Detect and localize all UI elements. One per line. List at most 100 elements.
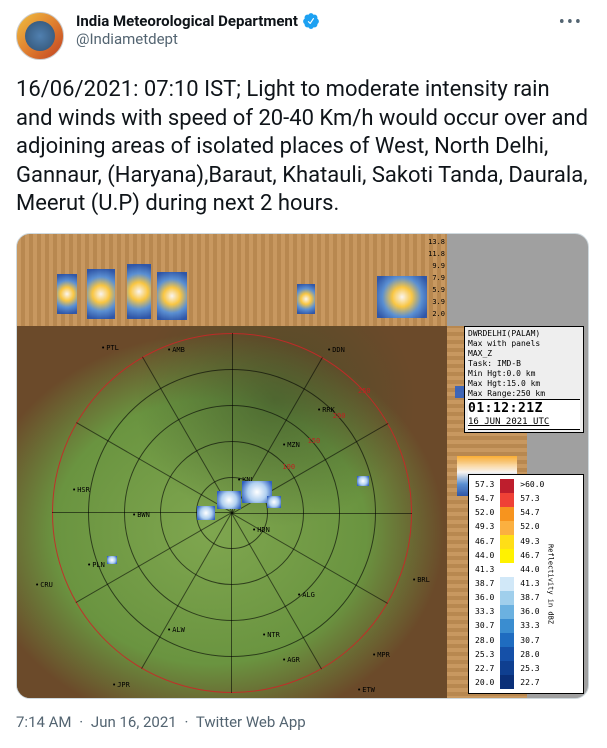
station-marker: BWN	[132, 511, 150, 519]
more-options-button[interactable]: •••	[551, 12, 591, 33]
legend-color-swatch	[500, 661, 514, 675]
station-marker: JPR	[112, 681, 130, 689]
radial-line	[232, 513, 412, 514]
legend-color-swatch	[500, 619, 514, 633]
legend-right-value: 52.0	[520, 521, 544, 533]
legend-right-value: 28.0	[520, 649, 544, 661]
legend-right-value: 38.7	[520, 592, 544, 604]
top-axis-label: 9.9	[432, 262, 445, 270]
legend-unit: Reflectivity in dBZ	[546, 479, 554, 689]
station-marker: BRL	[412, 576, 430, 584]
legend-right-value: 54.7	[520, 507, 544, 519]
radial-line	[232, 333, 233, 513]
legend-right-value: 41.3	[520, 578, 544, 590]
author-handle[interactable]: @Indiametdept	[76, 30, 551, 48]
legend-left-value: 36.0	[475, 592, 494, 604]
legend-left-value: 54.7	[475, 493, 494, 505]
legend-right-value: 25.3	[520, 663, 544, 675]
legend-left-value: 57.3	[475, 479, 494, 491]
radial-line	[231, 513, 232, 693]
avatar[interactable]	[16, 12, 64, 60]
legend-right-value: 22.7	[520, 677, 544, 689]
station-marker: RRK	[317, 406, 335, 414]
author-block: India Meteorological Department @Indiame…	[76, 12, 551, 48]
legend-color-swatch	[500, 647, 514, 661]
info-date: 16 JUN 2021 UTC	[468, 417, 580, 428]
info-maxz: MAX_Z	[468, 349, 580, 359]
legend-color-swatch	[500, 493, 514, 507]
legend-left-value: 22.7	[475, 663, 494, 675]
legend-color-swatch	[500, 591, 514, 605]
station-marker: HSR	[72, 486, 90, 494]
info-maxrange: Max Range:250 km	[468, 389, 580, 399]
info-maxhgt: Max Hgt:15.0 km	[468, 379, 580, 389]
station-marker: HDN	[252, 526, 270, 534]
info-station: DWRDELHI(PALAM)	[468, 329, 580, 339]
top-axis-label: 13.8	[428, 238, 445, 246]
legend-color-swatch	[500, 521, 514, 535]
legend-color-swatch	[500, 577, 514, 591]
top-axis-label: 11.8	[428, 250, 445, 258]
legend-left-value: 33.3	[475, 606, 494, 618]
station-marker: AMB	[167, 346, 185, 354]
legend-left-value: 52.0	[475, 507, 494, 519]
tweet-date-link[interactable]: Jun 16, 2021	[91, 713, 177, 731]
legend-color-swatch	[500, 549, 514, 563]
legend-left-value: 25.3	[475, 649, 494, 661]
station-marker: NTR	[262, 631, 280, 639]
radar-main-panel: 50100150200250 DDNRRKMZNKNLPTLAMBHSRBWNH…	[17, 326, 447, 699]
top-axis-label: 5.9	[432, 286, 445, 294]
legend-right-value: >60.0	[520, 479, 544, 491]
legend-left-value: 20.0	[475, 677, 494, 689]
top-axis-label: 7.9	[432, 274, 445, 282]
legend-right-value: 30.7	[520, 635, 544, 647]
radar-top-panel: 13.8 11.8 9.9 7.9 5.9 3.9 2.0	[17, 234, 447, 326]
author-name[interactable]: India Meteorological Department	[76, 12, 298, 30]
station-marker: MPR	[372, 651, 390, 659]
station-marker: AGR	[282, 656, 300, 664]
legend-left-value: 46.7	[475, 536, 494, 548]
legend-color-swatch	[500, 535, 514, 549]
legend-left-value: 38.7	[475, 578, 494, 590]
radar-image[interactable]: 13.811.89.97.95.93.92.0 50100150200250 D…	[16, 233, 589, 699]
tweet-container: India Meteorological Department @Indiame…	[0, 0, 607, 743]
legend-color-swatch	[500, 675, 514, 689]
tweet-text: 16/06/2021: 07:10 IST; Light to moderate…	[16, 76, 591, 219]
top-axis-label: 2.0	[432, 310, 445, 318]
legend-left-value: 28.0	[475, 635, 494, 647]
info-task: Task: IMD-B	[468, 359, 580, 369]
station-marker: MZN	[282, 441, 300, 449]
legend-right-value: 46.7	[520, 550, 544, 562]
station-marker: DDN	[327, 346, 345, 354]
legend-right-value: 49.3	[520, 536, 544, 548]
station-marker: ALW	[167, 626, 185, 634]
station-marker: CRU	[35, 581, 53, 589]
station-marker: ALG	[297, 591, 315, 599]
tweet-source-link[interactable]: Twitter Web App	[196, 713, 306, 731]
legend-right-value: 57.3	[520, 493, 544, 505]
legend-left-value: 44.0	[475, 550, 494, 562]
legend-color-swatch	[500, 633, 514, 647]
top-axis-label: 3.9	[432, 298, 445, 306]
tweet-header: India Meteorological Department @Indiame…	[16, 12, 591, 60]
legend-left-value: 49.3	[475, 521, 494, 533]
legend-color-swatch	[500, 507, 514, 521]
info-timestamp: 01:12:21Z	[468, 401, 580, 417]
range-label: 250	[358, 387, 371, 395]
legend-right-value: 33.3	[520, 620, 544, 632]
station-marker: ETW	[357, 686, 375, 694]
legend-right-value: 36.0	[520, 606, 544, 618]
station-marker: PLN	[87, 561, 105, 569]
info-minhgt: Min Hgt:0.0 km	[468, 369, 580, 379]
legend-left-value: 30.7	[475, 620, 494, 632]
tweet-footer: 7:14 AM · Jun 16, 2021 · Twitter Web App	[16, 713, 591, 731]
radar-info-panel: DWRDELHI(PALAM) Max with panels MAX_Z Ta…	[464, 326, 584, 434]
legend-left-value: 41.3	[475, 564, 494, 576]
legend-right-value: 44.0	[520, 564, 544, 576]
tweet-time-link[interactable]: 7:14 AM	[16, 713, 72, 731]
legend-color-swatch	[500, 479, 514, 493]
legend-color-swatch	[500, 563, 514, 577]
radar-legend: 57.3 54.7 52.0 49.3 46.7 44.0 41.3 38.7 36.0 33.3…	[468, 474, 584, 694]
verified-badge-icon	[302, 12, 320, 30]
legend-color-swatch	[500, 605, 514, 619]
